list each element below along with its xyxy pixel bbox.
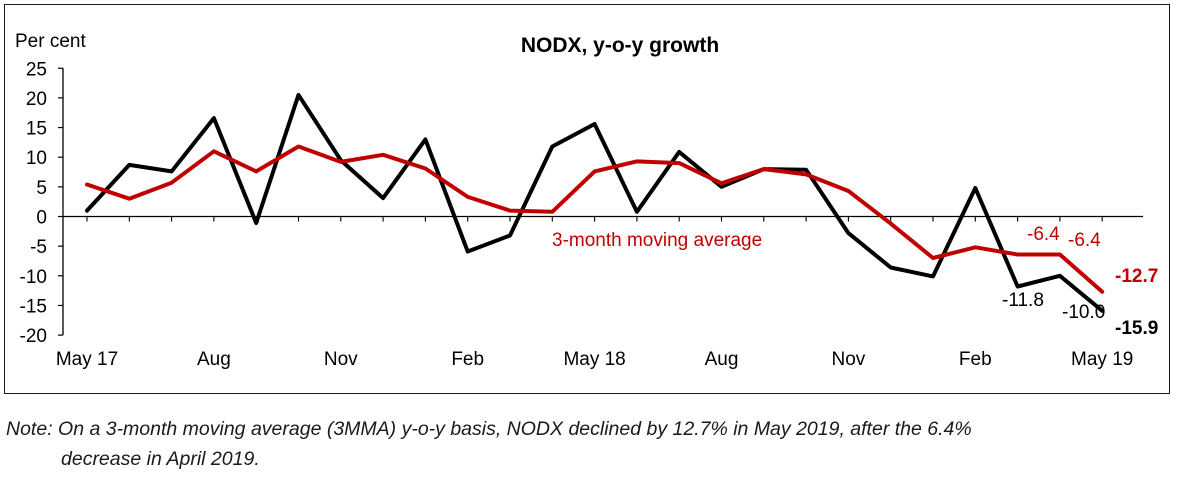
x-tick-label: Aug xyxy=(197,349,231,370)
x-tick-label: Feb xyxy=(959,349,992,370)
y-tick-label: 0 xyxy=(36,208,47,229)
x-tick-label: Nov xyxy=(324,349,358,370)
y-tick-label: 15 xyxy=(26,119,47,140)
data-label-mma: -12.7 xyxy=(1115,266,1158,287)
note-line-1: Note: On a 3-month moving average (3MMA)… xyxy=(6,418,972,440)
data-label-nodx: -11.8 xyxy=(1002,290,1044,311)
x-tick-label: Aug xyxy=(705,349,739,370)
series-line-nodx xyxy=(85,92,1105,313)
series-label-mma: 3-month moving average xyxy=(552,230,762,251)
data-label-nodx: -15.9 xyxy=(1115,318,1158,339)
y-tick-label: -15 xyxy=(20,296,47,317)
chart-frame xyxy=(4,4,1170,394)
chart-note: Note: On a 3-month moving average (3MMA)… xyxy=(6,414,1166,474)
y-tick-label: -10 xyxy=(20,267,47,288)
y-axis-unit-label: Per cent xyxy=(15,31,86,52)
x-tick-label: May 19 xyxy=(1071,349,1133,370)
x-tick-label: Feb xyxy=(451,349,484,370)
data-label-mma: -6.4 xyxy=(1068,230,1101,251)
chart-title: NODX, y-o-y growth xyxy=(521,34,719,57)
note-line-2: decrease in April 2019. xyxy=(61,448,260,471)
line-chart: 25 20 15 10 5 0 -5 -10 -15 -20 May 17 Aug Nov Feb May … xyxy=(15,31,1158,370)
x-tick-label: May 17 xyxy=(56,349,118,370)
x-tick-label: Nov xyxy=(832,349,866,370)
data-label-nodx: -10.0 xyxy=(1062,302,1105,323)
y-tick-label: -5 xyxy=(30,237,47,258)
x-tick-label: May 18 xyxy=(563,349,625,370)
y-tick-label: 20 xyxy=(26,89,47,110)
y-tick-label: 5 xyxy=(36,178,47,199)
data-label-mma: -6.4 xyxy=(1027,224,1060,245)
y-tick-label: -20 xyxy=(20,326,47,347)
series-line-mma xyxy=(85,144,1105,294)
y-tick-label: 10 xyxy=(26,148,47,169)
y-tick-label: 25 xyxy=(26,59,47,80)
